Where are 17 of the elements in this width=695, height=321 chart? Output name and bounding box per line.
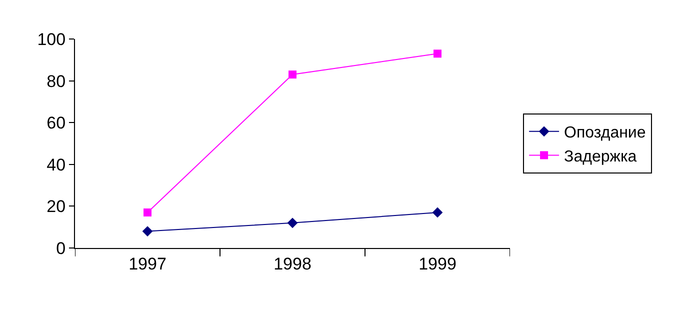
point [142,226,153,236]
legend-label: Задержка [564,148,637,166]
y-tick-label: 40 [46,155,66,174]
x-tick-label: 1999 [418,254,456,274]
y-tick-label: 20 [46,197,66,216]
point [432,207,443,218]
point [434,50,442,58]
point [287,218,298,228]
x-tick-label: 1998 [274,254,312,274]
y-tick-label: 0 [56,238,66,258]
x-tick-label: 1997 [128,254,166,274]
y-tick-label: 80 [46,72,66,91]
legend-label: Опоздание [564,124,646,142]
y-tick-label: 60 [46,114,66,133]
point [144,208,152,216]
y-tick-label: 100 [37,30,66,49]
point [288,70,296,79]
